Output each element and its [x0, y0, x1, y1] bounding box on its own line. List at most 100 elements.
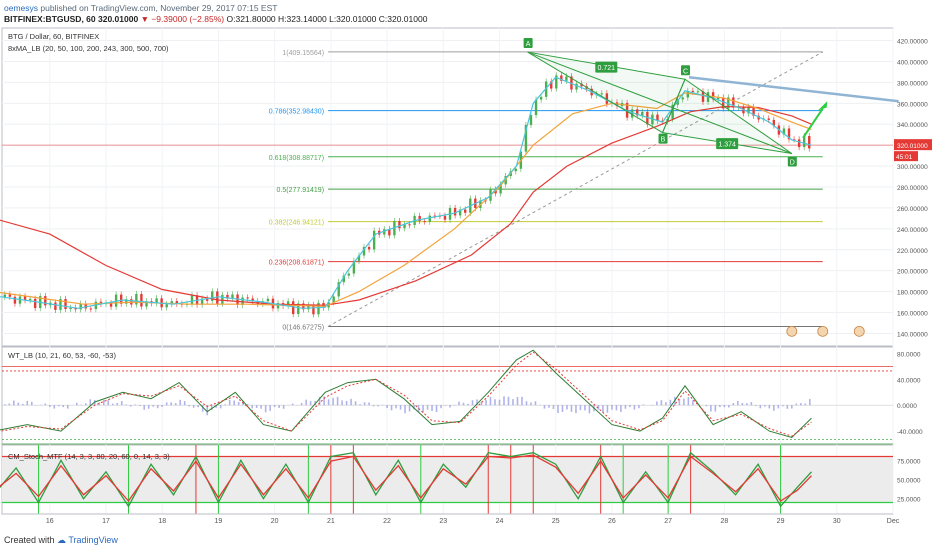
candle-body	[575, 83, 578, 90]
candle-body	[550, 81, 553, 89]
time-tick-label: 17	[102, 518, 110, 525]
fib-level-label: 0.5(277.91419)	[277, 187, 324, 194]
time-tick-label: 20	[271, 518, 279, 525]
candle-body	[23, 296, 27, 301]
candle-body	[423, 221, 426, 223]
last-price-text: 320.01000	[98, 14, 139, 24]
candle-body	[33, 298, 37, 309]
candle-body	[555, 75, 558, 89]
price-tick-label: 240.00000	[897, 227, 928, 234]
price-tick-label: 340.00000	[897, 122, 928, 129]
pattern-point-badge	[681, 65, 691, 76]
candle-body	[499, 184, 502, 194]
footer-brand[interactable]: TradingView	[68, 535, 118, 545]
ma-legend: 8xMA_LB (20, 50, 100, 200, 243, 300, 500…	[8, 44, 169, 53]
pattern-ad-line	[527, 51, 792, 154]
candle-body	[8, 294, 12, 297]
price-tick-label: 400.00000	[897, 59, 928, 66]
wt-line-green	[0, 349, 812, 439]
open-text: O:321.80000	[226, 14, 276, 24]
price-tick-label: 360.00000	[897, 101, 928, 108]
candle-body	[231, 294, 234, 299]
time-tick-label: 24	[496, 518, 504, 525]
candle-body	[605, 93, 609, 104]
time-tick-label: 29	[777, 518, 785, 525]
candle-body	[211, 291, 214, 301]
candle-body	[84, 303, 87, 309]
time-tick-label: 27	[664, 518, 672, 525]
candle-body	[352, 260, 356, 274]
candle-body	[630, 109, 634, 118]
candle-body	[403, 224, 406, 229]
candle-body	[458, 209, 462, 216]
candle-body	[74, 307, 77, 310]
pattern-point-label: C	[683, 68, 688, 75]
candle-body	[286, 301, 290, 306]
candle-body	[453, 207, 457, 216]
event-marker-icon	[817, 325, 829, 337]
candle-body	[140, 293, 143, 307]
time-tick-label: 30	[833, 518, 841, 525]
projection-arrow-shaft	[802, 107, 824, 139]
candle-body	[580, 83, 583, 87]
candle-body	[560, 75, 563, 81]
candle-body	[711, 92, 715, 100]
wt-tick-label: 0.0000	[897, 403, 917, 410]
projection-arrow-head	[817, 101, 828, 111]
wt-tick-label: 40.0000	[897, 377, 921, 384]
candle-body	[221, 294, 224, 304]
candle-body	[372, 230, 376, 250]
symbol-text: BITFINEX:BTGUSD, 60	[4, 14, 96, 24]
candle-body	[565, 76, 568, 81]
price-tick-label: 220.00000	[897, 248, 928, 255]
close-text: C:320.01000	[378, 14, 428, 24]
candle-body	[89, 308, 93, 310]
price-tick-label: 180.00000	[897, 290, 928, 297]
pattern-point-label: B	[661, 137, 666, 144]
stoch-legend: CM_Stoch_MTF (14, 3, 3, 80, 20, 60, 0, 1…	[8, 452, 170, 461]
candle-body	[337, 282, 340, 297]
candle-body	[418, 215, 421, 222]
candle-body	[28, 298, 32, 301]
candle-body	[514, 168, 518, 172]
candle-body	[307, 305, 310, 310]
candle-body	[464, 209, 467, 213]
last-price-tag	[894, 139, 932, 151]
candle-body	[600, 93, 604, 95]
candle-body	[686, 90, 690, 98]
candle-body	[747, 106, 750, 114]
price-tick-label: 420.00000	[897, 39, 928, 46]
pattern-point-badge	[523, 38, 533, 49]
author-name[interactable]: oemesys	[4, 3, 39, 13]
pane-frame-1	[1, 346, 894, 445]
candle-body	[347, 273, 351, 276]
candle-body	[433, 215, 437, 217]
candle-body	[332, 296, 335, 303]
candle-body	[317, 302, 320, 315]
publisher-line: oemesys published on TradingView.com, No…	[4, 3, 277, 13]
footer: Created with ☁ TradingView	[4, 535, 118, 546]
candle-body	[119, 294, 123, 304]
published-text: published on TradingView.com, November 2…	[40, 3, 278, 13]
candle-body	[205, 298, 209, 301]
candle-body	[656, 114, 659, 121]
time-tick-label: 19	[215, 518, 223, 525]
candle-body	[676, 99, 679, 105]
candle-body	[165, 304, 168, 308]
candle-body	[145, 301, 148, 307]
candle-body	[681, 97, 684, 100]
stoch-tick-label: 75.0000	[897, 458, 921, 465]
stoch-band	[2, 456, 893, 503]
candle-body	[484, 200, 487, 202]
wt-legend: WT_LB (10, 21, 60, 53, -60, -53)	[8, 351, 116, 360]
candle-body	[44, 296, 47, 306]
candle-body	[200, 298, 204, 305]
candle-body	[802, 135, 806, 148]
price-tick-label: 200.00000	[897, 269, 928, 276]
price-tick-label: 260.00000	[897, 206, 928, 213]
price-tick-label: 140.00000	[897, 331, 928, 338]
candle-body	[383, 229, 386, 235]
candle-body	[388, 229, 391, 236]
candle-body	[782, 128, 786, 135]
